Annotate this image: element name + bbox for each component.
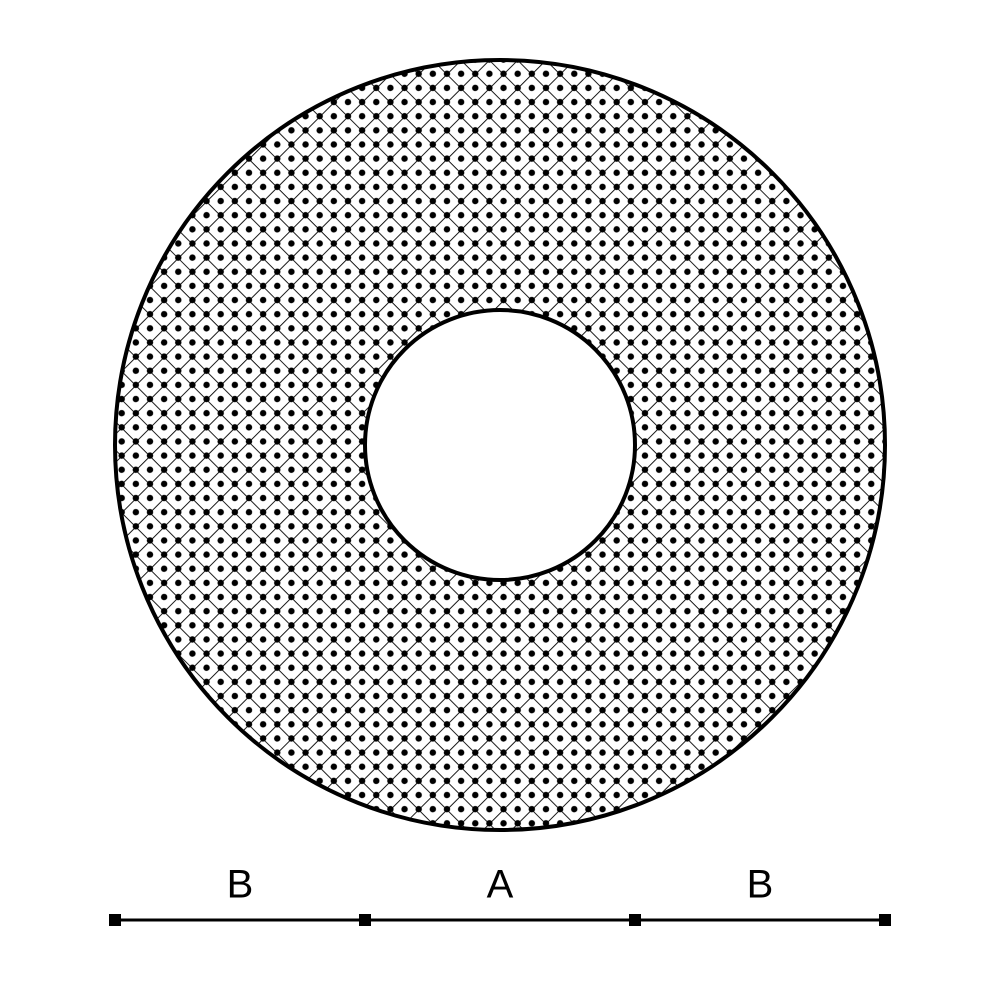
dimension-label-middle: A bbox=[487, 863, 514, 908]
dimension-label-right: B bbox=[747, 863, 774, 908]
dimension-label-left: B bbox=[227, 863, 254, 908]
annulus-svg bbox=[0, 0, 1000, 1000]
diagram-canvas: B A B bbox=[0, 0, 1000, 1000]
